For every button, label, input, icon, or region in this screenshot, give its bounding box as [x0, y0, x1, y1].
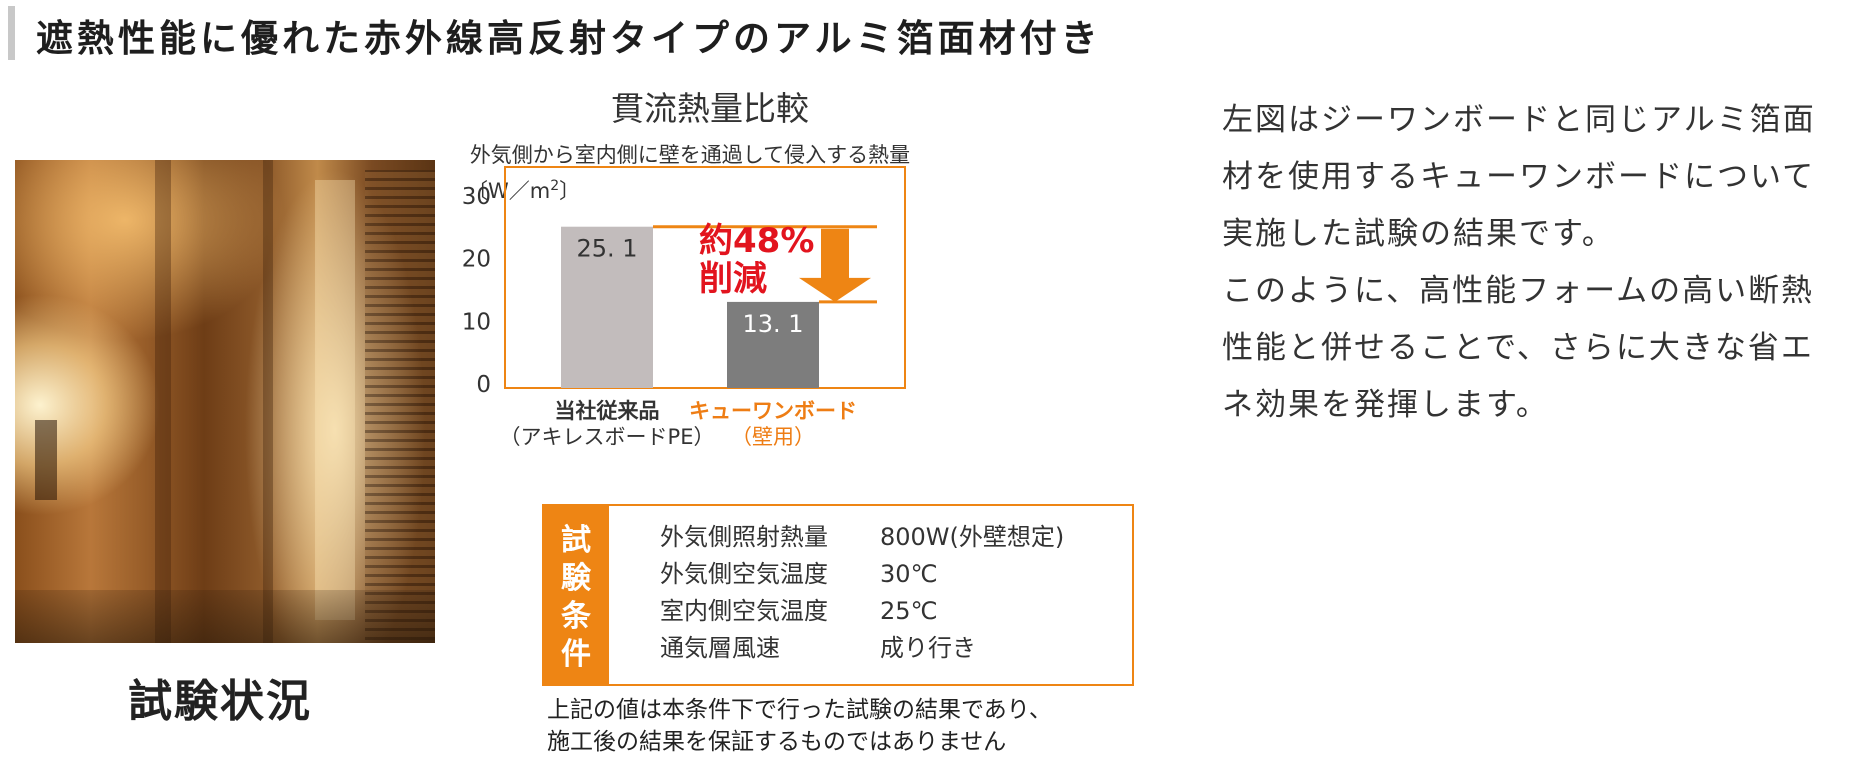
reduction-arrow — [799, 228, 871, 302]
x-label-conventional-sub: （アキレスボードPE） — [500, 425, 715, 449]
x-label-q1board: キューワンボード — [689, 399, 857, 423]
x-label-q1board-sub: （壁用） — [731, 425, 815, 449]
condition-value: 25℃ — [880, 597, 938, 625]
description-line: ネ効果を発揮します。 — [1222, 387, 1549, 423]
bar-value-label: 25. 1 — [576, 235, 637, 263]
y-axis-unit-exponent: 2 — [550, 178, 559, 194]
condition-value: 成り行き — [880, 634, 976, 662]
plot-frame — [504, 166, 906, 389]
y-tick-label: 20 — [462, 247, 491, 273]
x-label-conventional: 当社従来品 — [555, 399, 660, 423]
page-title: 遮熱性能に優れた赤外線高反射タイプのアルミ箔面材付き — [36, 17, 1102, 60]
chart-title: 貫流熱量比較 — [611, 89, 809, 128]
heat-flow-chart: 貫流熱量比較 外気側から室内側に壁を通過して侵入する熱量 〔W／m2〕 3020… — [462, 89, 1134, 755]
chart-subtitle: 外気側から室内側に壁を通過して侵入する熱量 — [470, 143, 910, 167]
description-line: 実施した試験の結果です。 — [1222, 216, 1615, 252]
bar-value-label: 13. 1 — [742, 310, 803, 338]
description-line: このように、高性能フォームの高い断熱 — [1222, 273, 1815, 309]
description-line: 性能と併せることで、さらに大きな省エ — [1222, 330, 1814, 366]
conditions-title-char: 条 — [561, 599, 591, 634]
reduction-label-sub: 削減 — [699, 259, 767, 299]
conditions-title-char: 試 — [561, 523, 591, 558]
test-photo — [15, 160, 435, 643]
y-tick-label: 0 — [476, 372, 491, 398]
y-tick-label: 10 — [462, 309, 491, 335]
conditions-frame — [542, 504, 1134, 686]
condition-label: 通気層風速 — [660, 634, 780, 662]
y-axis-unit: 〔W／m2〕 — [467, 178, 580, 203]
y-tick-label: 30 — [462, 184, 491, 210]
photo-caption: 試験状況 — [128, 676, 312, 727]
conditions-title-char: 件 — [561, 637, 591, 672]
bar-q1board — [727, 301, 819, 388]
y-axis-unit-prefix: 〔W／m — [467, 179, 550, 203]
description-line: 左図はジーワンボードと同じアルミ箔面 — [1222, 102, 1816, 138]
note-line-1: 上記の値は本条件下で行った試験の結果であり、 — [547, 697, 1052, 723]
condition-label: 外気側空気温度 — [660, 560, 828, 588]
description: 左図はジーワンボードと同じアルミ箔面 材を使用するキューワンボードについて 実施… — [1222, 92, 1842, 434]
description-line: 材を使用するキューワンボードについて — [1222, 159, 1816, 195]
condition-label: 外気側照射熱量 — [660, 523, 828, 551]
y-axis-unit-suffix: 〕 — [559, 179, 580, 203]
test-conditions-box: 試 験 条 件 外気側照射熱量 800W(外壁想定) 外気側空気温度 30℃ 室… — [542, 504, 1134, 686]
conditions-title-band — [543, 505, 609, 685]
bar-conventional — [561, 226, 653, 388]
heading-accent-bar — [8, 6, 15, 60]
condition-label: 室内側空気温度 — [660, 597, 828, 625]
condition-value: 800W(外壁想定) — [880, 523, 1064, 551]
conditions-title-char: 験 — [561, 561, 592, 596]
reduction-label: 約48% — [699, 221, 814, 261]
note-line-2: 施工後の結果を保証するものではありません — [547, 729, 1006, 755]
condition-value: 30℃ — [880, 560, 938, 588]
